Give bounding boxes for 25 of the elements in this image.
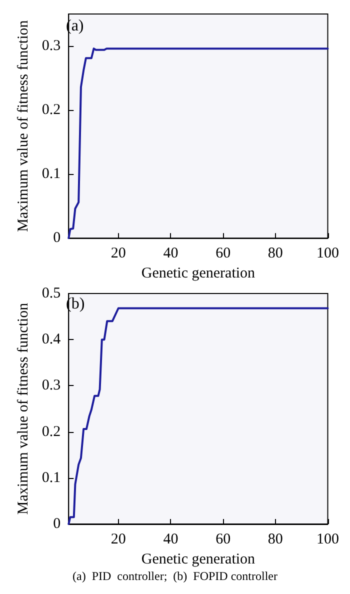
x-tick-label: 20 bbox=[110, 246, 126, 262]
x-tick-label: 40 bbox=[163, 532, 178, 548]
x-tick-label: 100 bbox=[316, 246, 339, 262]
y-tick-label: 0.5 bbox=[42, 286, 61, 302]
y-tick-label: 0.2 bbox=[42, 102, 61, 118]
y-tick-label: 0.3 bbox=[42, 38, 61, 54]
x-tick-label: 20 bbox=[110, 532, 126, 548]
y-tick-label: 0.1 bbox=[42, 470, 61, 486]
y-axis-title: Maximum value of fitness function bbox=[16, 20, 32, 232]
x-tick-label: 100 bbox=[316, 532, 339, 548]
text: (a) PID controller; (b) FOPID controller bbox=[72, 569, 278, 583]
x-axis-title: Genetic generation bbox=[141, 266, 256, 282]
y-tick-label: 0.1 bbox=[42, 166, 61, 182]
y-tick-label: 0 bbox=[53, 230, 61, 246]
y-tick-label: 0.3 bbox=[42, 378, 61, 394]
x-tick-label: 60 bbox=[216, 246, 231, 262]
x-tick-label: 60 bbox=[216, 532, 231, 548]
x-tick-label: 80 bbox=[268, 532, 283, 548]
y-tick-label: 0.2 bbox=[42, 424, 61, 440]
x-tick-label: 80 bbox=[268, 246, 283, 262]
y-axis-title: Maximum value of fitness function bbox=[16, 302, 32, 515]
x-axis-title: Genetic generation bbox=[141, 551, 256, 568]
x-tick-label: 40 bbox=[163, 246, 178, 262]
y-tick-label: 0.4 bbox=[42, 332, 62, 348]
y-tick-label: 0 bbox=[53, 516, 61, 532]
